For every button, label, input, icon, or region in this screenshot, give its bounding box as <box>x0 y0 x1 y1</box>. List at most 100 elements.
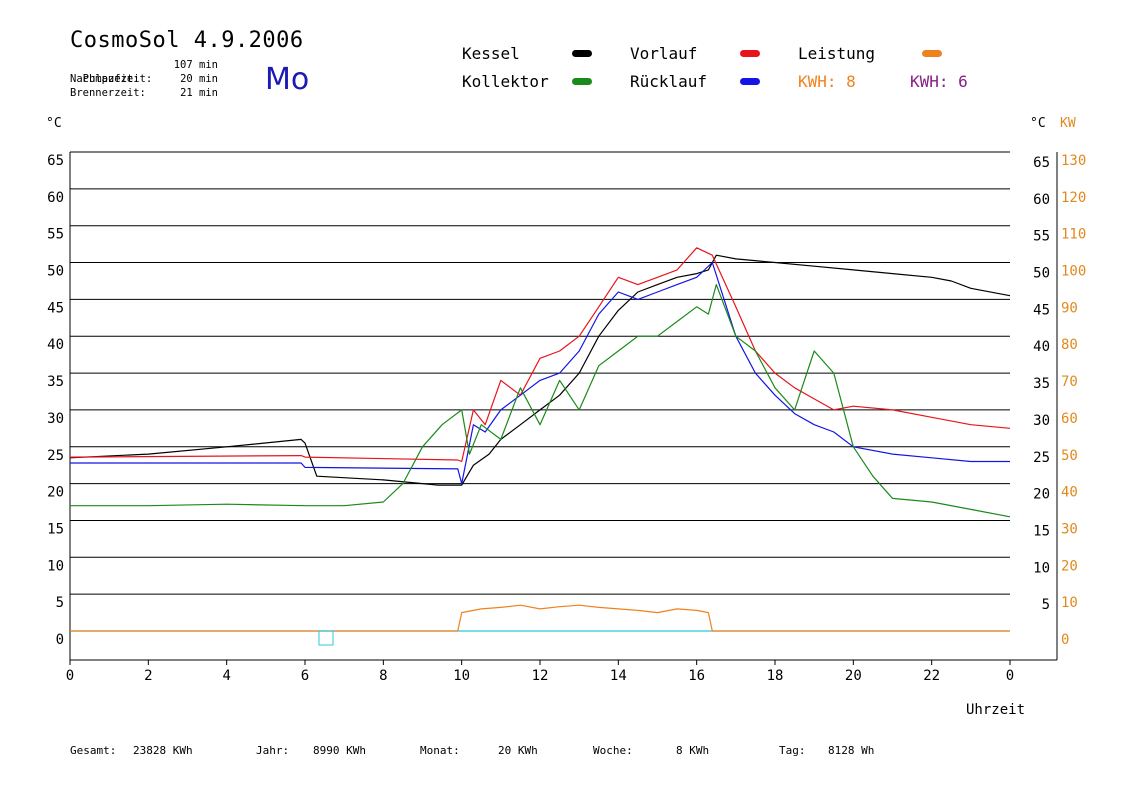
y-tick-label: 15 <box>47 521 64 537</box>
info-pumpzeit: Pumpzeit: <box>70 58 140 86</box>
footer-jahr-label: Jahr: <box>256 744 290 757</box>
y-right-kw-tick-label: 80 <box>1061 337 1078 353</box>
x-tick-label: 2 <box>144 668 152 684</box>
x-tick-label: 18 <box>767 668 784 684</box>
footer-tag-value: 8128 Wh <box>828 744 875 757</box>
x-tick-label: 8 <box>379 668 387 684</box>
legend-kessel-label: Kessel <box>462 44 520 63</box>
legend-vorlauf-swatch <box>740 50 760 57</box>
series-rcklauf <box>70 261 1010 485</box>
y-right-kw-tick-label: 110 <box>1061 227 1086 243</box>
y-right-kw-tick-label: 100 <box>1061 264 1086 280</box>
y-tick-label: 20 <box>47 485 64 501</box>
y-right-kw-tick-label: 120 <box>1061 190 1086 206</box>
y-right-kw-tick-label: 70 <box>1061 374 1078 390</box>
y-tick-label: 55 <box>47 227 64 243</box>
x-tick-label: 14 <box>610 668 627 684</box>
y-right-kw-tick-label: 40 <box>1061 485 1078 501</box>
y-right-kw-tick-label: 10 <box>1061 595 1078 611</box>
legend-kollektor-swatch <box>572 78 592 85</box>
y-right-kw-tick-label: 90 <box>1061 300 1078 316</box>
y-right-tick-label: 45 <box>1033 302 1050 318</box>
y-right-kw-tick-label: 0 <box>1061 632 1069 648</box>
chart-title: CosmoSol 4.9.2006 <box>70 28 304 53</box>
y-right-tick-label: 50 <box>1033 266 1050 282</box>
footer-monat-value: 20 KWh <box>498 744 538 757</box>
y-right-tick-label: 30 <box>1033 413 1050 429</box>
footer-tag-label: Tag: <box>779 744 806 757</box>
y-right-tick-label: 40 <box>1033 339 1050 355</box>
info-brenner-label: Brennerzeit: <box>70 87 146 99</box>
axes <box>69 152 1058 665</box>
legend-leistung-label: Leistung <box>798 44 876 63</box>
x-tick-label: 0 <box>1006 668 1014 684</box>
y-right-kw-tick-label: 130 <box>1061 153 1086 169</box>
legend-kwh-purple: KWH: 6 <box>910 72 968 91</box>
weekday-label: Mo <box>265 62 310 97</box>
y-tick-label: 0 <box>56 632 64 648</box>
info-brenner-value: 21 min <box>180 87 218 99</box>
y-right-tick-label: 25 <box>1033 450 1050 466</box>
x-tick-label: 6 <box>301 668 309 684</box>
x-axis-label: Uhrzeit <box>966 702 1026 718</box>
y-tick-label: 35 <box>47 374 64 390</box>
left-axis-unit: °C <box>46 116 62 131</box>
x-tick-label: 4 <box>222 668 230 684</box>
legend-kwh-orange: KWH: 8 <box>798 72 856 91</box>
x-tick-label: 16 <box>688 668 705 684</box>
y-right-tick-label: 5 <box>1042 597 1050 613</box>
legend-ruecklauf-label: Rücklauf <box>630 72 708 91</box>
y-tick-label: 50 <box>47 264 64 280</box>
y-tick-label: 25 <box>47 448 64 464</box>
y-tick-label: 60 <box>47 190 64 206</box>
y-tick-label: 65 <box>47 153 64 169</box>
y-right-tick-label: 65 <box>1033 155 1050 171</box>
series-kollektor <box>70 284 1011 518</box>
footer-gesamt-label: Gesamt: <box>70 744 117 757</box>
x-tick-label: 22 <box>923 668 940 684</box>
info-pumpzeit-value: 107 min <box>173 59 218 71</box>
legend-vorlauf-label: Vorlauf <box>630 44 698 63</box>
x-tick-label: 10 <box>453 668 470 684</box>
footer-monat-label: Monat: <box>420 744 460 757</box>
legend-ruecklauf-swatch <box>740 78 760 85</box>
y-right-kw-tick-label: 50 <box>1061 448 1078 464</box>
legend-kollektor-label: Kollektor <box>462 72 549 91</box>
x-tick-label: 12 <box>532 668 549 684</box>
footer-jahr-value: 8990 KWh <box>313 744 366 757</box>
y-right-kw-tick-label: 30 <box>1061 521 1078 537</box>
y-right-tick-label: 60 <box>1033 192 1050 208</box>
series-lines <box>69 247 1011 632</box>
series-kessel <box>69 254 1011 486</box>
y-right-kw-tick-label: 20 <box>1061 558 1078 574</box>
y-tick-label: 5 <box>56 595 64 611</box>
info-nachlauf-value: 20 min <box>180 73 218 85</box>
y-right-tick-label: 55 <box>1033 229 1050 245</box>
marker-square <box>318 630 334 646</box>
y-tick-label: 10 <box>47 558 64 574</box>
y-right-kw-tick-label: 60 <box>1061 411 1078 427</box>
y-right-tick-label: 35 <box>1033 376 1050 392</box>
y-right-tick-label: 10 <box>1033 560 1050 576</box>
footer-woche-value: 8 KWh <box>676 744 710 757</box>
right-axis-unit: °C <box>1030 116 1046 131</box>
info-pumpzeit-label: Pumpzeit: <box>82 73 140 85</box>
y-tick-label: 30 <box>47 411 64 427</box>
tick-labels: 0 2 4 6 8 10 12 14 16 18 20 22 005101520253035404550… <box>47 153 1086 684</box>
footer-woche-label: Woche: <box>593 744 633 757</box>
right-axis-unit-kw: KW <box>1060 116 1076 131</box>
x-tick-label: 0 <box>66 668 74 684</box>
info-nachlauf-label: Nachlaufzeit: <box>70 73 153 85</box>
y-tick-label: 40 <box>47 337 64 353</box>
series-leistung <box>70 604 1010 632</box>
y-right-tick-label: 20 <box>1033 487 1050 503</box>
footer-gesamt-value: 23828 KWh <box>133 744 193 757</box>
y-right-tick-label: 15 <box>1033 523 1050 539</box>
y-tick-label: 45 <box>47 300 64 316</box>
grid <box>70 151 1010 632</box>
legend-kessel-swatch <box>572 50 592 57</box>
series-vorlauf <box>69 247 1011 463</box>
x-tick-label: 20 <box>845 668 862 684</box>
legend-leistung-swatch <box>922 50 942 57</box>
